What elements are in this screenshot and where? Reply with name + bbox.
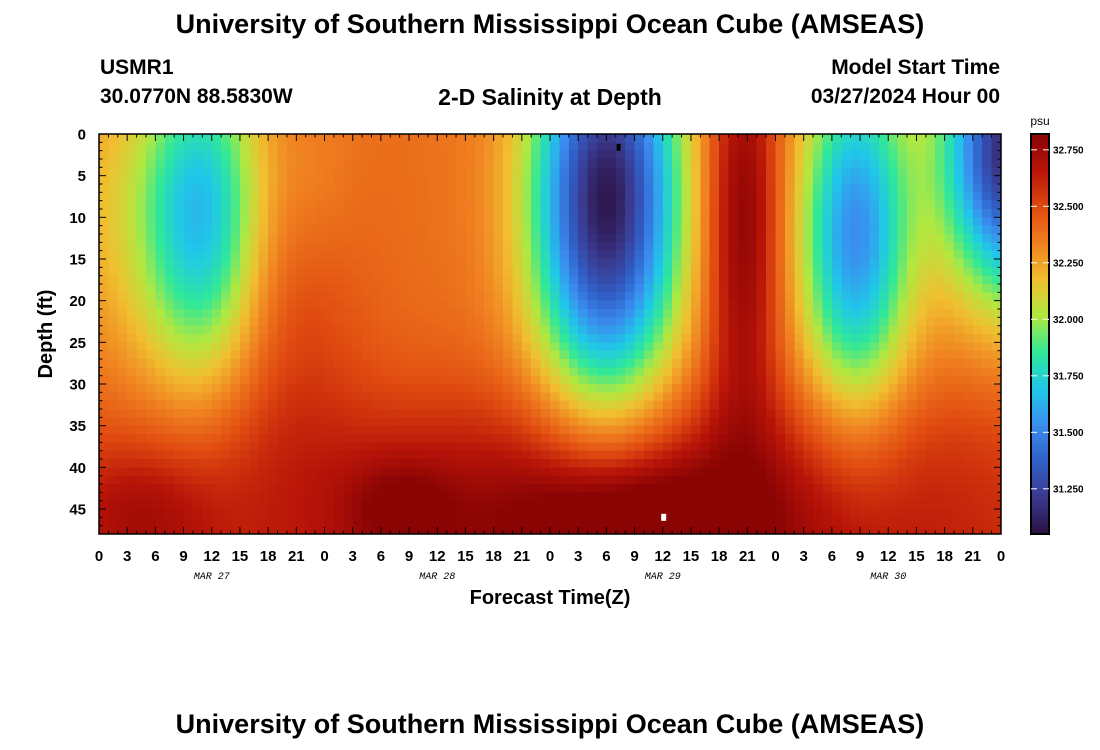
x-tick-label: 0	[320, 548, 328, 565]
colorbar-tick-label: 32.000	[1053, 315, 1084, 326]
x-tick-label: 9	[179, 548, 187, 565]
colorbar-tick-label: 32.250	[1053, 258, 1084, 269]
date-label: MAR 28	[419, 572, 455, 583]
page-title: University of Southern Mississippi Ocean…	[175, 9, 925, 39]
x-tick-label: 9	[405, 548, 413, 565]
y-tick-label: 25	[69, 335, 86, 352]
x-tick-label: 3	[800, 548, 808, 565]
y-tick-label: 40	[69, 460, 86, 477]
date-label: MAR 30	[870, 572, 906, 583]
x-tick-label: 3	[123, 548, 131, 565]
x-tick-label: 15	[457, 548, 474, 565]
y-tick-label: 15	[69, 252, 86, 269]
footer-title: University of Southern Mississippi Ocean…	[175, 709, 925, 739]
x-tick-label: 12	[429, 548, 446, 565]
x-tick-label: 9	[630, 548, 638, 565]
x-tick-label: 3	[574, 548, 582, 565]
x-tick-label: 15	[908, 548, 925, 565]
model-start-label: Model Start Time	[831, 56, 1000, 79]
x-tick-label: 0	[95, 548, 103, 565]
x-tick-label: 6	[602, 548, 610, 565]
colorbar-tick-label: 32.750	[1053, 145, 1084, 156]
x-tick-label: 0	[997, 548, 1005, 565]
x-tick-label: 15	[683, 548, 700, 565]
min-marker	[616, 143, 621, 151]
plot-title: 2-D Salinity at Depth	[438, 84, 662, 110]
date-label: MAR 29	[645, 572, 681, 583]
y-tick-label: 30	[69, 377, 86, 394]
y-axis-label: Depth (ft)	[35, 290, 57, 379]
x-tick-label: 12	[654, 548, 671, 565]
x-tick-label: 21	[739, 548, 756, 565]
station-coordinates: 30.0770N 88.5830W	[100, 85, 293, 108]
x-tick-label: 18	[260, 548, 277, 565]
x-tick-label: 12	[203, 548, 220, 565]
x-tick-label: 15	[232, 548, 249, 565]
y-tick-label: 20	[69, 293, 86, 310]
model-start-time: 03/27/2024 Hour 00	[810, 85, 1000, 108]
y-tick-label: 45	[69, 502, 86, 519]
x-tick-label: 3	[349, 548, 357, 565]
x-tick-label: 18	[711, 548, 728, 565]
colorbar-tick-label: 31.500	[1053, 428, 1084, 439]
salinity-chart: 0 3 6 9 12 15 18 21 0 3 6 9 12 15 18 21 0 3 6 9 12 15 18 21 0 3 6 9…	[35, 114, 1084, 609]
x-tick-label: 21	[964, 548, 981, 565]
y-tick-label: 0	[78, 127, 86, 144]
x-tick-label: 9	[856, 548, 864, 565]
salinity-heatmap	[99, 134, 1001, 534]
x-tick-label: 6	[151, 548, 159, 565]
colorbar-tick-label: 31.250	[1053, 484, 1084, 495]
x-tick-label: 12	[880, 548, 897, 565]
date-label: MAR 27	[194, 572, 230, 583]
colorbar-unit-label: psu	[1030, 114, 1049, 128]
x-axis-label: Forecast Time(Z)	[470, 587, 631, 609]
colorbar-tick-label: 31.750	[1053, 371, 1084, 382]
station-id: USMR1	[100, 56, 174, 79]
y-tick-label: 10	[69, 210, 86, 227]
y-tick-label: 35	[69, 418, 86, 435]
x-tick-label: 6	[377, 548, 385, 565]
colorbar-tick-label: 32.500	[1053, 202, 1084, 213]
x-tick-label: 18	[936, 548, 953, 565]
colorbar-frame	[1030, 133, 1050, 535]
x-tick-label: 0	[771, 548, 779, 565]
x-tick-label: 18	[485, 548, 502, 565]
x-tick-label: 0	[546, 548, 554, 565]
x-tick-label: 21	[513, 548, 530, 565]
y-tick-label: 5	[78, 168, 86, 185]
max-marker	[661, 513, 667, 521]
colorbar-gradient	[1031, 134, 1049, 534]
x-tick-label: 21	[288, 548, 305, 565]
x-tick-label: 6	[828, 548, 836, 565]
